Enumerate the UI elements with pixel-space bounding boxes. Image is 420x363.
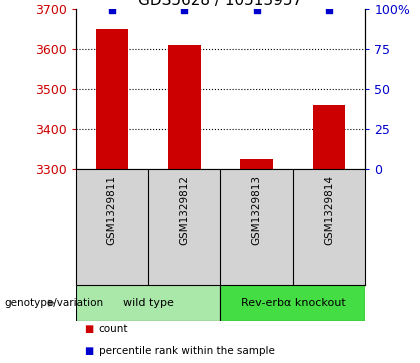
Text: ■: ■ [84,346,93,356]
Bar [76,285,220,321]
Bar [240,159,273,169]
Text: ■: ■ [84,325,93,334]
Text: wild type: wild type [123,298,173,308]
Text: Rev-erbα knockout: Rev-erbα knockout [241,298,345,308]
Point [326,7,333,13]
Text: GSM1329813: GSM1329813 [252,175,262,245]
Text: GSM1329814: GSM1329814 [324,175,334,245]
Bar [220,285,365,321]
Text: genotype/variation: genotype/variation [4,298,103,308]
Text: GSM1329811: GSM1329811 [107,175,117,245]
Text: count: count [99,325,128,334]
Bar [168,45,201,169]
Bar [313,105,346,169]
Title: GDS5628 / 10513957: GDS5628 / 10513957 [139,0,302,8]
Point [253,7,260,13]
Bar [95,29,128,169]
Text: GSM1329812: GSM1329812 [179,175,189,245]
Point [181,7,188,13]
Point [108,7,115,13]
Text: percentile rank within the sample: percentile rank within the sample [99,346,275,356]
